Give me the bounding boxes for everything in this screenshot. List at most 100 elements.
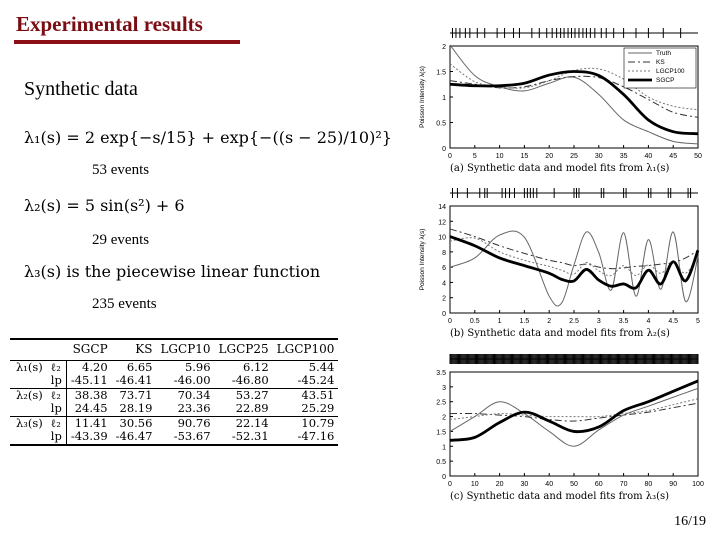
equation-lambda1: λ₁(s) = 2 exp{−s/15} + exp{−((s − 25)/10… <box>24 128 392 147</box>
table-cell: 22.89 <box>235 401 269 415</box>
row-metric-label: lp <box>50 373 62 387</box>
chart-caption: (c) Synthetic data and model fits from λ… <box>450 491 669 502</box>
table-cell: 43.51 <box>272 387 339 402</box>
table-header-cell <box>46 338 67 361</box>
chart-legend: Truth KS LGCP100 SGCP <box>623 47 697 89</box>
table-header-cell: LGCP10 <box>156 338 215 361</box>
y-tick-label: 1 <box>442 95 446 102</box>
x-tick-label: 10 <box>496 153 504 160</box>
y-tick-label: 3.5 <box>436 370 446 377</box>
x-tick-label: 1.5 <box>520 318 530 325</box>
table-cell: 4.20 <box>65 360 112 374</box>
y-tick-label: 0.5 <box>436 459 446 466</box>
x-tick-label: 50 <box>570 481 578 488</box>
table-cell: -45.11 <box>65 373 112 388</box>
table-cell: 70.34 <box>156 387 215 402</box>
table-cell: 11.41 <box>65 415 112 430</box>
x-tick-label: 2.5 <box>569 318 579 325</box>
y-tick-label: 1 <box>442 444 446 451</box>
results-table: SGCP KS LGCP10 LGCP25 LGCP100 λ₁(s) ℓ₂ 4.20 6.65… <box>10 338 339 446</box>
row-function-label: λ₁(s) <box>16 359 43 374</box>
table-cell: 24.45 <box>65 401 112 416</box>
x-tick-label: 30 <box>595 153 603 160</box>
table-header-cell <box>10 338 47 361</box>
series-line-ks <box>449 228 699 270</box>
series-line-ks <box>449 402 699 422</box>
event-rug <box>449 354 699 364</box>
equation-lambda3: λ₃(s) is the piecewise linear function <box>24 262 321 281</box>
row-metric-label: ℓ₂ <box>46 415 67 430</box>
table-header-cell: SGCP <box>66 338 112 361</box>
table-row: lp -45.11 -46.41 -46.00 -46.80 -45.24 <box>10 373 338 388</box>
event-rug <box>450 28 698 38</box>
legend-entry: SGCP <box>656 77 674 84</box>
y-tick-label: 3 <box>442 385 446 392</box>
y-tick-label: 14 <box>438 204 446 211</box>
title-underline <box>14 40 240 44</box>
y-axis-label: Poisson Intensity λ(s) <box>419 66 426 128</box>
table-cell: -45.24 <box>297 373 335 387</box>
row-metric-label: ℓ₂ <box>50 359 61 374</box>
y-tick-label: 0 <box>442 146 446 153</box>
x-tick-label: 4.5 <box>668 318 678 325</box>
row-metric-label: lp <box>46 429 67 446</box>
row-function-label: λ₂(s) <box>10 387 47 402</box>
y-tick-label: 0 <box>442 311 446 318</box>
events-count-3: 235 events <box>92 296 157 312</box>
table-cell: -47.16 <box>272 429 339 446</box>
x-tick-label: 4 <box>646 318 650 325</box>
row-function-label <box>10 402 47 416</box>
x-tick-label: 90 <box>669 481 677 488</box>
row-function-label <box>10 430 47 446</box>
slide-subtitle: Synthetic data <box>24 78 138 100</box>
table-row: lp -43.39 -46.47 -53.67 -52.31 -47.16 <box>10 429 339 446</box>
series-line-lgcp100 <box>449 237 699 277</box>
results-table-container: SGCP KS LGCP10 LGCP25 LGCP100 λ₁(s) ℓ₂ 4.20 6.65… <box>10 338 410 446</box>
table-cell: -52.31 <box>214 429 273 446</box>
table-cell: 38.38 <box>65 387 112 402</box>
y-tick-label: 2.5 <box>436 400 446 407</box>
x-tick-label: 0.5 <box>470 318 480 325</box>
y-tick-label: 2 <box>442 296 446 303</box>
x-tick-label: 40 <box>545 481 553 488</box>
table-cell: 5.96 <box>184 359 211 374</box>
x-tick-label: 20 <box>496 481 504 488</box>
table-cell: 6.65 <box>126 359 153 374</box>
page-number: 16/19 <box>674 514 706 529</box>
table-cell: 53.27 <box>214 387 273 402</box>
table-cell: -46.41 <box>115 373 153 387</box>
y-axis-label: Poisson Intensity λ(s) <box>419 229 426 291</box>
table-cell: -46.80 <box>231 373 269 387</box>
series-line-ks <box>449 75 699 118</box>
x-tick-label: 10 <box>471 481 479 488</box>
row-function-label: λ₃(s) <box>10 415 47 430</box>
x-tick-label: 45 <box>669 153 677 160</box>
row-function-label <box>10 374 47 388</box>
table-cell: 22.14 <box>214 415 273 430</box>
series-line-sgcp <box>449 235 700 290</box>
table-row: lp 24.45 28.19 23.36 22.89 25.29 <box>10 401 338 416</box>
x-tick-label: 5 <box>473 153 477 160</box>
row-metric-label: ℓ₂ <box>46 387 67 402</box>
chart-lambda2: 0 2 4 6 8 10 12 14 0 0.5 1 1.5 2 2.5 3 3.5 4 4.5 5 Poisson … <box>419 188 700 339</box>
y-tick-label: 1.5 <box>436 70 446 77</box>
series-line-truth <box>449 230 699 307</box>
x-tick-label: 1 <box>498 318 502 325</box>
table-cell: 23.36 <box>177 401 211 415</box>
table-cell: 25.29 <box>301 401 335 415</box>
table-cell: 30.56 <box>111 415 157 430</box>
events-count-2: 29 events <box>92 232 150 248</box>
table-cell: 90.76 <box>156 415 215 430</box>
slide-title: Experimental results <box>16 12 203 36</box>
chart-caption: (b) Synthetic data and model fits from λ… <box>450 328 670 339</box>
legend-entry: KS <box>656 59 665 66</box>
y-tick-label: 2 <box>442 415 446 422</box>
y-tick-label: 0.5 <box>436 121 446 128</box>
y-tick-label: 12 <box>438 219 446 226</box>
table-cell: 10.79 <box>272 415 339 430</box>
series-line-sgcp <box>449 70 699 136</box>
x-tick-label: 3.5 <box>619 318 629 325</box>
x-tick-label: 0 <box>448 481 452 488</box>
x-tick-label: 30 <box>521 481 529 488</box>
